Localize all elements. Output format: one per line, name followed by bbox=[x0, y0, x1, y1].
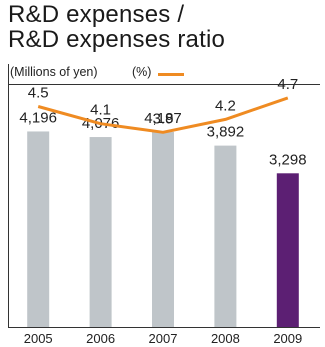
line-unit-label: (%) bbox=[132, 65, 152, 79]
line-legend-swatch bbox=[158, 73, 184, 76]
ratio-line bbox=[37, 96, 289, 134]
bar-2009 bbox=[276, 173, 299, 327]
line-value-label-2006: 4.1 bbox=[90, 102, 111, 119]
units-legend: (Millions of yen) (%) bbox=[8, 64, 320, 84]
bar-2008 bbox=[214, 145, 237, 327]
line-value-label-2005: 4.5 bbox=[28, 85, 49, 102]
line-value-label-2009: 4.7 bbox=[277, 76, 298, 93]
bar-value-label-2009: 3,298 bbox=[269, 151, 307, 168]
chart-title-line-2: R&D expenses ratio bbox=[8, 26, 226, 53]
bar-2006 bbox=[89, 137, 112, 327]
x-tick-2005: 2005 bbox=[24, 331, 53, 346]
line-value-label-2008: 4.2 bbox=[215, 97, 236, 114]
bar-series bbox=[27, 131, 299, 327]
bar-value-label-2007: 4,187 bbox=[144, 110, 182, 127]
bar-value-label-2008: 3,892 bbox=[207, 124, 245, 141]
x-tick-2006: 2006 bbox=[86, 331, 115, 346]
x-tick-2008: 2008 bbox=[211, 331, 240, 346]
x-tick-2007: 2007 bbox=[149, 331, 178, 346]
chart-title: R&D expenses / R&D expenses ratio bbox=[8, 2, 225, 52]
bar-unit-label: (Millions of yen) bbox=[10, 65, 98, 79]
units-divider bbox=[8, 84, 320, 85]
x-tick-labels: 2005 2006 2007 2008 2009 bbox=[24, 331, 303, 346]
bar-value-label-2005: 4,196 bbox=[19, 109, 57, 126]
chart-frame-left bbox=[8, 64, 9, 328]
line-value-label-2007: 3.9 bbox=[153, 110, 174, 127]
chart-title-line-1: R&D expenses / bbox=[8, 1, 185, 28]
bar-2007 bbox=[152, 131, 174, 327]
line-value-labels: 4.5 4.1 3.9 4.2 4.7 bbox=[28, 76, 298, 127]
x-tick-2009: 2009 bbox=[273, 331, 302, 346]
bar-2005 bbox=[27, 131, 50, 327]
